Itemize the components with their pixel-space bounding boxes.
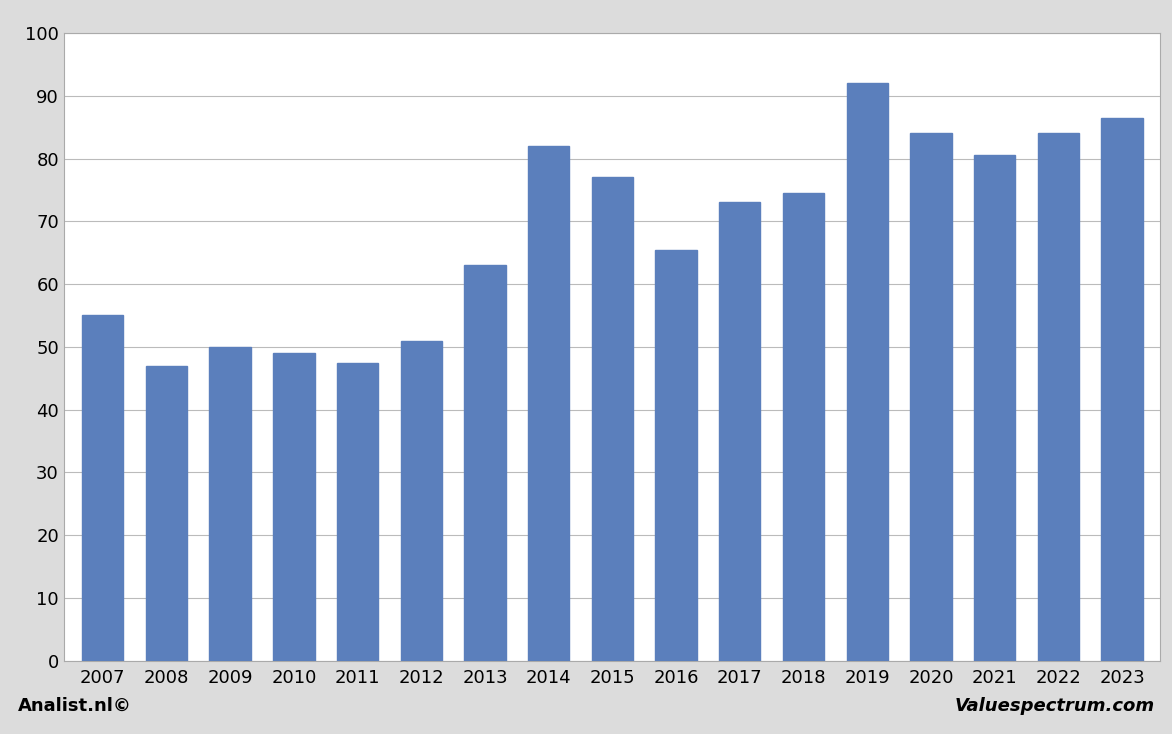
Bar — [401, 341, 442, 661]
Bar — [846, 83, 888, 661]
Bar — [210, 346, 251, 661]
Bar — [273, 353, 314, 661]
Bar — [1037, 134, 1079, 661]
Bar — [974, 156, 1015, 661]
Bar — [655, 250, 697, 661]
Text: Analist.nl©: Analist.nl© — [18, 697, 131, 715]
Bar — [464, 265, 505, 661]
Bar — [336, 363, 379, 661]
Bar — [1102, 117, 1143, 661]
Text: Valuespectrum.com: Valuespectrum.com — [954, 697, 1154, 715]
Bar — [82, 316, 123, 661]
Bar — [527, 146, 570, 661]
Bar — [720, 203, 761, 661]
Bar — [145, 366, 188, 661]
Bar — [592, 178, 633, 661]
Bar — [783, 193, 824, 661]
Bar — [911, 134, 952, 661]
